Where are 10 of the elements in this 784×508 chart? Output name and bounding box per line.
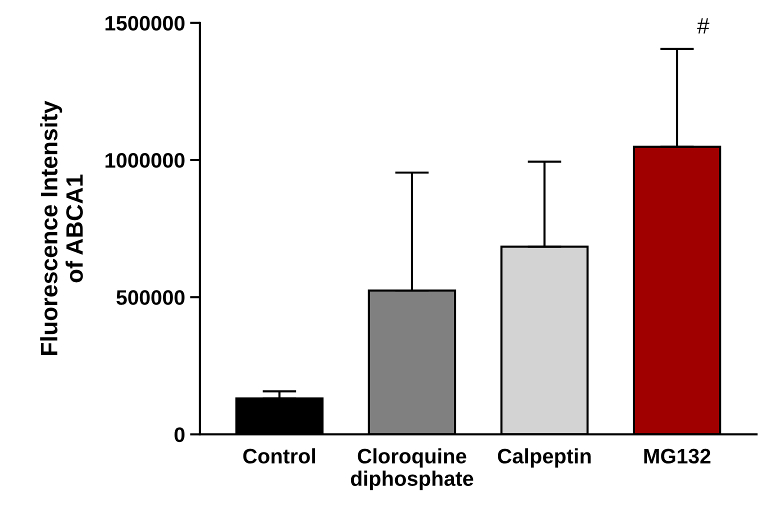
y-tick-label: 1500000 xyxy=(106,16,184,31)
x-tick-label: MG132 xyxy=(644,448,710,464)
annotation: # xyxy=(697,18,710,34)
y-tick-label: 1000000 xyxy=(106,153,184,168)
y-axis-title: Fluorescence Intensity of ABCA1 xyxy=(40,100,83,355)
x-tick-label: Calpeptin xyxy=(498,448,591,468)
x-tick-label: Control xyxy=(243,448,315,464)
x-tick-label: Cloroquine diphosphate xyxy=(350,448,474,490)
y-tick-label: 500000 xyxy=(116,290,184,305)
y-tick-label: 0 xyxy=(174,427,184,442)
